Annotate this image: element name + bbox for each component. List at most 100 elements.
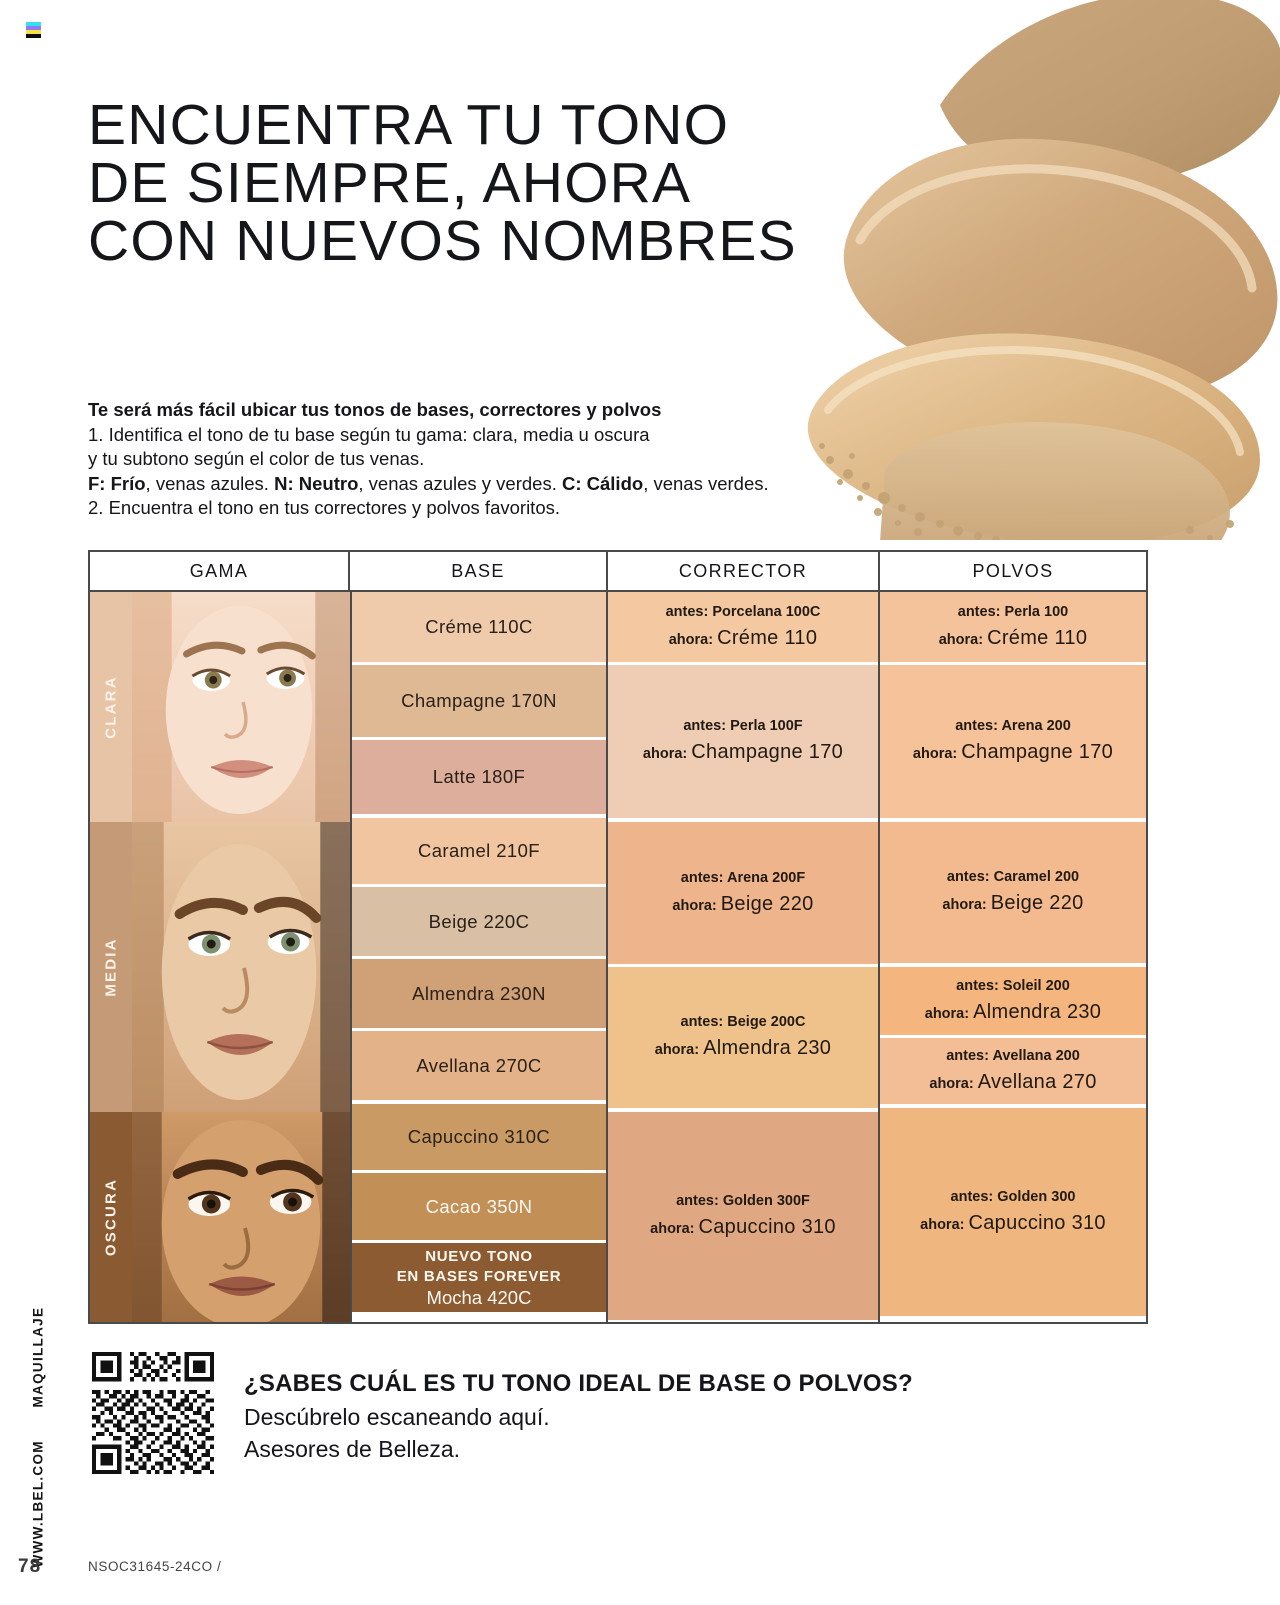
subtone-f-text: , venas azules. — [145, 472, 275, 494]
ahora-line: ahora: Champagne 170 — [643, 739, 843, 765]
ahora-label: ahora: — [668, 631, 714, 648]
table-body: CLARA — [90, 592, 1146, 1322]
subtone-n-label: N: Neutro — [274, 472, 359, 494]
gama-block-oscura: OSCURA — [90, 1112, 350, 1322]
shade-pair: antes: Perla 100 ahora: Créme 110 — [939, 603, 1088, 652]
new-tone-shade: Mocha 420C — [426, 1287, 532, 1308]
qr-advisors: Asesores de Belleza. — [244, 1436, 461, 1462]
base-swatch-latte-180f[interactable]: Latte 180F — [352, 740, 606, 818]
ahora-value: Créme 110 — [987, 626, 1088, 649]
column-polvos: antes: Perla 100 ahora: Créme 110 antes:… — [880, 592, 1146, 1322]
corrector-cell-almendra-230[interactable]: antes: Beige 200C ahora: Almendra 230 — [608, 967, 878, 1112]
antes-value: Perla 100 — [1004, 603, 1069, 620]
antes-value: Golden 300F — [722, 1192, 810, 1209]
ahora-line: ahora: Capuccino 310 — [920, 1210, 1106, 1236]
gama-label-oscura: OSCURA — [102, 1177, 120, 1257]
ahora-value: Almendra 230 — [703, 1037, 832, 1060]
antes-label: antes: — [957, 603, 1001, 620]
ahora-value: Beige 220 — [720, 892, 814, 915]
new-tone-line1: NUEVO TONO — [425, 1248, 533, 1265]
antes-value: Avellana 200 — [992, 1047, 1080, 1064]
corrector-cell-capuccino-310[interactable]: antes: Golden 300F ahora: Capuccino 310 — [608, 1112, 878, 1320]
base-label: Almendra 230N — [412, 982, 546, 1004]
subtone-f-label: F: Frío — [88, 472, 146, 494]
model-photo-clara — [132, 592, 350, 822]
antes-line: antes: Soleil 200 — [925, 977, 1101, 996]
corrector-cell-beige-220[interactable]: antes: Arena 200F ahora: Beige 220 — [608, 822, 878, 967]
shade-pair: antes: Arena 200 ahora: Champagne 170 — [913, 717, 1113, 766]
base-label: Avellana 270C — [416, 1054, 542, 1076]
polvos-cell-champagne-170[interactable]: antes: Arena 200 ahora: Champagne 170 — [880, 665, 1146, 822]
polvos-cell-almendra-230[interactable]: antes: Soleil 200 ahora: Almendra 230 — [880, 967, 1146, 1038]
left-vertical-rail: MAQUILLAJE WWW.LBEL.COM — [6, 1150, 46, 1568]
page-title: ENCUENTRA TU TONO DE SIEMPRE, AHORA CON … — [88, 96, 918, 270]
intro-lead: Te será más fácil ubicar tus tonos de ba… — [88, 398, 918, 423]
antes-label: antes: — [946, 1047, 989, 1064]
polvos-cell-beige-220[interactable]: antes: Caramel 200 ahora: Beige 220 — [880, 822, 1146, 967]
antes-line: antes: Avellana 200 — [929, 1047, 1096, 1066]
gama-label-media: MEDIA — [102, 937, 120, 997]
column-gama: CLARA — [90, 592, 350, 1322]
ahora-line: ahora: Champagne 170 — [913, 739, 1113, 765]
qr-text-block: ¿SABES CUÁL ES TU TONO IDEAL DE BASE O P… — [244, 1352, 913, 1463]
base-label: Capuccino 310C — [407, 1126, 551, 1147]
foundation-swatch-artwork — [800, 0, 1280, 540]
column-corrector: antes: Porcelana 100C ahora: Créme 110 a… — [608, 592, 880, 1322]
antes-label: antes: — [665, 603, 709, 620]
antes-label: antes: — [680, 869, 724, 886]
antes-line: antes: Perla 100 — [939, 603, 1088, 622]
shade-pair: antes: Arena 200F ahora: Beige 220 — [672, 869, 813, 918]
base-swatch-creme-110c[interactable]: Créme 110C — [352, 592, 606, 665]
page-title-line2: DE SIEMPRE, AHORA — [88, 151, 692, 215]
column-base: Créme 110C Champagne 170N Latte 180F Car… — [350, 592, 608, 1322]
polvos-cell-creme-110[interactable]: antes: Perla 100 ahora: Créme 110 — [880, 592, 1146, 665]
corrector-cell-creme-110[interactable]: antes: Porcelana 100C ahora: Créme 110 — [608, 592, 878, 665]
antes-line: antes: Porcelana 100C — [666, 603, 821, 622]
new-tone-callout: NUEVO TONO EN BASES FOREVER Mocha 420C — [397, 1247, 562, 1308]
base-swatch-capuccino-310c[interactable]: Capuccino 310C — [352, 1104, 606, 1173]
column-header-gama: GAMA — [90, 552, 350, 590]
antes-value: Golden 300 — [997, 1188, 1076, 1205]
base-swatch-caramel-210f[interactable]: Caramel 210F — [352, 818, 606, 887]
color-registration-mark — [26, 22, 41, 42]
shade-chart-table: GAMA BASE CORRECTOR POLVOS CLARA — [88, 550, 1148, 1324]
polvos-cell-avellana-270[interactable]: antes: Avellana 200 ahora: Avellana 270 — [880, 1038, 1146, 1108]
ahora-label: ahora: — [650, 1220, 695, 1237]
ahora-line: ahora: Créme 110 — [939, 625, 1088, 651]
gama-tint-strip-clara: CLARA — [90, 592, 132, 822]
base-swatch-mocha-420c[interactable]: NUEVO TONO EN BASES FOREVER Mocha 420C — [352, 1243, 606, 1312]
ahora-line: ahora: Beige 220 — [672, 891, 813, 917]
ahora-line: ahora: Capuccino 310 — [650, 1214, 836, 1240]
ahora-line: ahora: Almendra 230 — [655, 1035, 831, 1061]
gama-block-media: MEDIA — [90, 822, 350, 1112]
corrector-cell-champagne-170[interactable]: antes: Perla 100F ahora: Champagne 170 — [608, 665, 878, 822]
polvos-cell-capuccino-310[interactable]: antes: Golden 300 ahora: Capuccino 310 — [880, 1108, 1146, 1316]
ahora-value: Avellana 270 — [977, 1070, 1097, 1093]
ahora-label: ahora: — [642, 746, 688, 763]
shade-pair: antes: Caramel 200 ahora: Beige 220 — [942, 868, 1083, 917]
ahora-value: Beige 220 — [990, 892, 1084, 915]
base-swatch-avellana-270c[interactable]: Avellana 270C — [352, 1031, 606, 1104]
antes-value: Beige 200C — [727, 1014, 806, 1031]
qr-promo-block: ¿SABES CUÁL ES TU TONO IDEAL DE BASE O P… — [92, 1352, 913, 1474]
shade-pair: antes: Porcelana 100C ahora: Créme 110 — [666, 603, 821, 652]
ahora-label: ahora: — [929, 1075, 974, 1092]
column-header-base: BASE — [350, 552, 608, 590]
ahora-line: ahora: Avellana 270 — [929, 1069, 1096, 1095]
base-swatch-cacao-350n[interactable]: Cacao 350N — [352, 1173, 606, 1243]
intro-step1-b: y tu subtono según el color de tus venas… — [88, 448, 425, 469]
base-swatch-almendra-230n[interactable]: Almendra 230N — [352, 959, 606, 1031]
ahora-line: ahora: Beige 220 — [942, 890, 1083, 916]
qr-code[interactable] — [92, 1352, 214, 1474]
base-swatch-champagne-170n[interactable]: Champagne 170N — [352, 665, 606, 740]
rail-website-label: WWW.LBEL.COM — [30, 1440, 46, 1568]
antes-label: antes: — [683, 718, 727, 735]
ahora-label: ahora: — [654, 1042, 700, 1059]
intro-lead-text: Te será más fácil ubicar tus tonos de ba… — [88, 399, 662, 420]
base-label: Créme 110C — [425, 616, 533, 637]
column-header-corrector: CORRECTOR — [608, 552, 880, 590]
ahora-label: ahora: — [672, 897, 717, 914]
antes-value: Arena 200 — [1001, 718, 1071, 735]
ahora-label: ahora: — [924, 1005, 970, 1022]
base-swatch-beige-220c[interactable]: Beige 220C — [352, 887, 606, 959]
